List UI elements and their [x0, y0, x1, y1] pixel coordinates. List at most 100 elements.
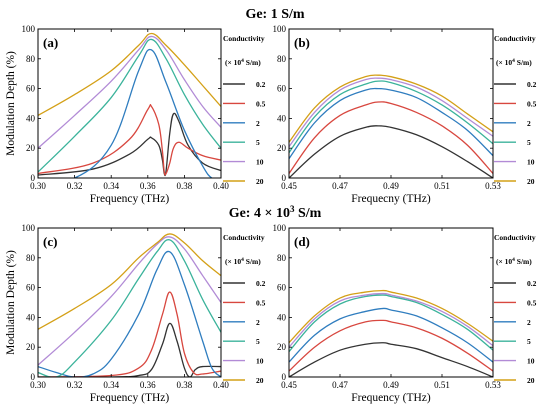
legend-label-20: 20	[256, 177, 264, 186]
series-line-0_5	[289, 319, 493, 372]
legend-label-5: 5	[256, 138, 260, 147]
legend-label-2: 2	[256, 318, 260, 327]
legend-label-0_5: 0.5	[256, 298, 266, 307]
legend-label-0_2: 0.2	[256, 279, 266, 288]
y-tick-label: 0	[282, 173, 287, 183]
y-tick-label: 100	[22, 24, 36, 34]
series-group	[38, 32, 221, 178]
y-tick-label: 20	[26, 342, 36, 352]
legend-label-20: 20	[527, 376, 535, 385]
legend-title: Conductivity	[223, 233, 265, 242]
y-axis-label: Modulation Depth (%)	[5, 250, 17, 355]
series-line-5	[289, 294, 493, 353]
x-tick-label: 0.36	[140, 181, 156, 191]
panel-letter: (b)	[294, 35, 310, 50]
series-group	[289, 74, 493, 178]
series-line-5	[38, 38, 221, 173]
legend-label-10: 10	[527, 158, 535, 167]
x-tick-label: 0.30	[30, 380, 46, 390]
panel-letter: (c)	[43, 234, 57, 249]
chart-panel-a: 0.30 0.32 0.34 0.36 0.38 0.40 0 20 40 60 80 100 Freq…	[5, 24, 266, 205]
legend: Conductivity (× 104 S/m) 0.2 0.5 2 5 10 20	[223, 233, 266, 385]
y-tick-label: 60	[277, 283, 287, 293]
legend: Conductivity (× 104 S/m) 0.2 0.5 2 5 10 20	[494, 34, 537, 186]
x-tick-label: 0.51	[434, 181, 450, 191]
y-tick-label: 20	[26, 143, 36, 153]
legend-unit: (× 104 S/m)	[225, 257, 261, 266]
series-line-20	[38, 233, 221, 330]
series-line-5	[289, 80, 493, 154]
series-line-0_2	[38, 322, 221, 377]
series-line-2	[289, 307, 493, 363]
legend-unit: (× 104 S/m)	[225, 58, 261, 67]
y-tick-label: 40	[26, 113, 36, 123]
x-tick-label: 0.40	[213, 380, 229, 390]
legend-label-10: 10	[256, 357, 264, 366]
chart-panel-d: 0.45 0.47 0.49 0.51 0.53 0 20 40 60 80 100 Frequenc…	[273, 223, 537, 404]
x-axis-label: Frequency (THz)	[90, 193, 170, 205]
x-tick-label: 0.45	[281, 181, 297, 191]
x-tick-label: 0.49	[383, 380, 399, 390]
y-tick-label: 100	[273, 24, 287, 34]
legend-unit: (× 104 S/m)	[496, 58, 532, 67]
section-title-top: Ge: 1 S/m	[245, 7, 304, 22]
legend-label-20: 20	[256, 376, 264, 385]
y-tick-label: 80	[277, 54, 287, 64]
panel-letter: (a)	[43, 35, 58, 50]
series-line-0_5	[289, 101, 493, 174]
x-tick-label: 0.53	[485, 181, 501, 191]
series-line-2	[289, 87, 493, 160]
y-tick-label: 100	[273, 223, 287, 233]
plot-frame	[288, 227, 494, 378]
y-tick-label: 80	[277, 253, 287, 263]
series-line-0_5	[38, 291, 221, 377]
y-tick-label: 0	[31, 372, 36, 382]
x-axis-label: Frequency (THz)	[351, 392, 431, 404]
legend-label-5: 5	[527, 337, 531, 346]
legend-label-20: 20	[527, 177, 535, 186]
x-tick-label: 0.49	[383, 181, 399, 191]
legend-label-5: 5	[256, 337, 260, 346]
legend-label-10: 10	[527, 357, 535, 366]
panel-letter: (d)	[294, 234, 310, 249]
x-tick-label: 0.34	[103, 380, 119, 390]
series-line-0_5	[38, 104, 221, 176]
chart-panel-c: 0.30 0.32 0.34 0.36 0.38 0.40 0 20 40 60 80 100 Freq…	[5, 223, 266, 404]
y-tick-label: 100	[22, 223, 36, 233]
series-line-10	[38, 236, 221, 366]
y-tick-label: 40	[26, 312, 36, 322]
legend-label-0_5: 0.5	[256, 99, 266, 108]
legend: Conductivity (× 104 S/m) 0.2 0.5 2 5 10 20	[223, 34, 266, 186]
legend-unit: (× 104 S/m)	[496, 257, 532, 266]
y-tick-label: 80	[26, 253, 36, 263]
legend-title: Conductivity	[223, 34, 265, 43]
x-tick-label: 0.53	[485, 380, 501, 390]
x-tick-label: 0.51	[434, 380, 450, 390]
series-line-10	[38, 35, 221, 149]
series-group	[38, 233, 221, 377]
x-tick-label: 0.32	[67, 380, 83, 390]
y-tick-label: 20	[277, 342, 287, 352]
y-tick-label: 60	[277, 84, 287, 94]
y-tick-label: 20	[277, 143, 287, 153]
y-tick-label: 40	[277, 113, 287, 123]
series-line-2	[38, 48, 221, 178]
legend-label-0_2: 0.2	[527, 80, 537, 89]
legend-label-2: 2	[256, 119, 260, 128]
y-tick-label: 60	[26, 84, 36, 94]
x-axis-label: Frequecny (THz)	[351, 193, 431, 205]
legend-label-0_2: 0.2	[527, 279, 537, 288]
x-tick-label: 0.34	[103, 181, 119, 191]
section-title-bottom: Ge: 4 × 103 S/m	[229, 204, 322, 221]
x-tick-label: 0.32	[67, 181, 83, 191]
x-tick-label: 0.40	[213, 181, 229, 191]
x-tick-label: 0.36	[140, 380, 156, 390]
series-line-10	[289, 77, 493, 148]
y-tick-label: 0	[31, 173, 36, 183]
y-tick-label: 0	[282, 372, 287, 382]
legend-label-10: 10	[256, 158, 264, 167]
series-line-20	[289, 289, 493, 344]
series-line-0_2	[38, 112, 221, 177]
series-group	[289, 289, 493, 377]
